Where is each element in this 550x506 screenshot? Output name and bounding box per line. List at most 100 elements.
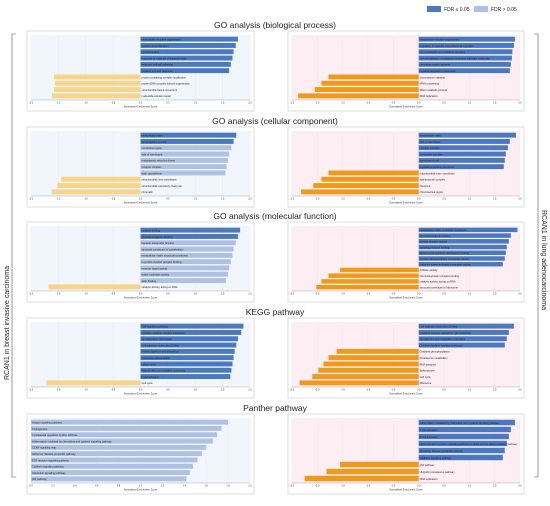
bar [140,164,227,170]
bar-label: extracellular matrix [420,134,442,138]
tick-label: -2.5 [290,102,295,105]
bar [140,36,238,42]
tick-label: 0.0 [417,102,421,105]
tick-label: -2.0 [29,389,34,392]
bar-label: TNF signaling pathway [142,325,169,329]
tick-label: -2.0 [29,198,34,201]
bar [418,454,503,461]
tick-label: 0.5 [166,198,170,201]
tick-label: 1.2 [161,485,165,488]
tick-label: 0.8 [117,485,121,488]
bar-label: chromosome initiation [420,75,446,79]
bar-label: side of membrane [142,152,163,156]
bar [31,451,202,457]
panel-lung-3: -2.5 -2.0 -1.5 -1.0 -0.5 0.0 0.5 1.0 1.5 2.0 Norma… [287,317,525,399]
bar-label: receptor ligand activity [142,266,169,270]
bar-label: glycosaminoglycan binding [142,235,174,239]
bar-label: chromatin [142,190,154,194]
panel-frame [26,317,255,399]
tick-label: -1.5 [341,389,346,392]
bar [418,227,518,233]
bar-label: Oxidative phosphorylation [420,350,450,354]
tick-label: -1.0 [84,102,89,105]
bar [336,348,419,354]
tick-label: -2.0 [29,293,34,296]
bar-label: axon ensheathment-mediated signaling [420,50,466,54]
bar [301,189,419,195]
tick-label: -2.0 [315,293,320,296]
tick-label: 0.0 [417,389,421,392]
bar [418,61,511,67]
panel-frame [26,30,255,112]
bar-label: ribosome [420,184,431,188]
tick-label: 0.2 [51,485,55,488]
tick-label: 1.0 [194,198,198,201]
bar [140,348,235,354]
bar-label: Protein digestion and absorption [142,350,180,354]
tick-label: -0.5 [391,102,396,105]
bar-label: T cell activation [420,428,438,432]
tick-label: 0.6 [95,485,99,488]
tick-label: -0.5 [391,293,396,296]
tick-label: 1.5 [493,293,497,296]
bar-label: extracellular structure organization [420,38,460,42]
tick-label: 1.6 [205,485,209,488]
bar-label: rRNA processing [420,82,440,86]
legend-swatch-ns [474,6,488,12]
tick-label: -0.5 [111,293,116,296]
bar-label: p53 pathway [420,463,435,467]
tick-label: -1.0 [366,485,371,488]
tick-label: 2.0 [248,293,252,296]
panel-breast-1: -2.0 -1.5 -1.0 -0.5 0.0 0.5 1.0 1.5 2.0 Normalize… [26,126,255,208]
tick-label: -2.0 [315,389,320,392]
bar-label: protein-containing complex localization [142,75,187,79]
bar [140,367,232,373]
bar-label: Interleukin signaling pathway [32,471,66,475]
bar [140,61,231,67]
bar-label: structural constituent of ribosome [420,285,459,289]
bar [140,271,229,277]
bar [418,433,509,440]
bar [140,68,230,74]
bar-label: Cadherin signaling pathway [32,465,65,469]
bar-label: glycosaminoglycan binding [420,234,452,238]
tick-label: 1.0 [468,485,472,488]
bar [312,374,419,380]
bar [140,361,233,367]
bar [418,244,507,250]
panel-frame [287,126,525,208]
tick-label: 1.4 [183,485,187,488]
bar-label: tRNA metabolic process [420,88,448,92]
bar-label: Angiogenesis [32,427,48,431]
tick-label: 1.5 [493,198,497,201]
bar-label: Inflammation [142,362,157,366]
bar-label: nucleotide-excision repair [142,94,172,98]
bar [140,233,238,239]
section-title-cc: GO analysis (cellular component) [212,116,338,126]
bar [318,367,419,373]
bar [31,419,229,425]
bar [298,93,419,99]
bar [418,440,507,447]
x-axis-label: Normalized Enrichment Score [389,105,423,108]
bar [61,176,141,182]
bar [140,157,229,163]
bar-label: peptide receptor activity [420,240,448,244]
bar-label: Osteoclast differentiation [142,356,171,360]
bar-label: Cytokine-cytokine receptor interaction [142,331,186,335]
bar [299,380,419,386]
tick-label: 2.0 [518,485,522,488]
bar-label: transporter complex [420,152,444,156]
bar [140,227,241,233]
bar-label: Hematopoietic cell lineage [142,337,173,341]
bar-label: structural constituent of cytoskeleton [142,247,185,251]
tick-label: -1.5 [56,293,61,296]
bar-label: Complement and coagulation cascades [420,337,466,341]
bar-label: signaling receptor binding [420,245,450,249]
bar-label: ribonucleoprotein complex binding [420,274,460,278]
bar-label: leukocyte cell-cell adhesion [142,63,174,67]
bar-label: RNA transport [420,362,437,366]
bar-label: Spliceosome [420,369,435,373]
bar [304,475,419,482]
